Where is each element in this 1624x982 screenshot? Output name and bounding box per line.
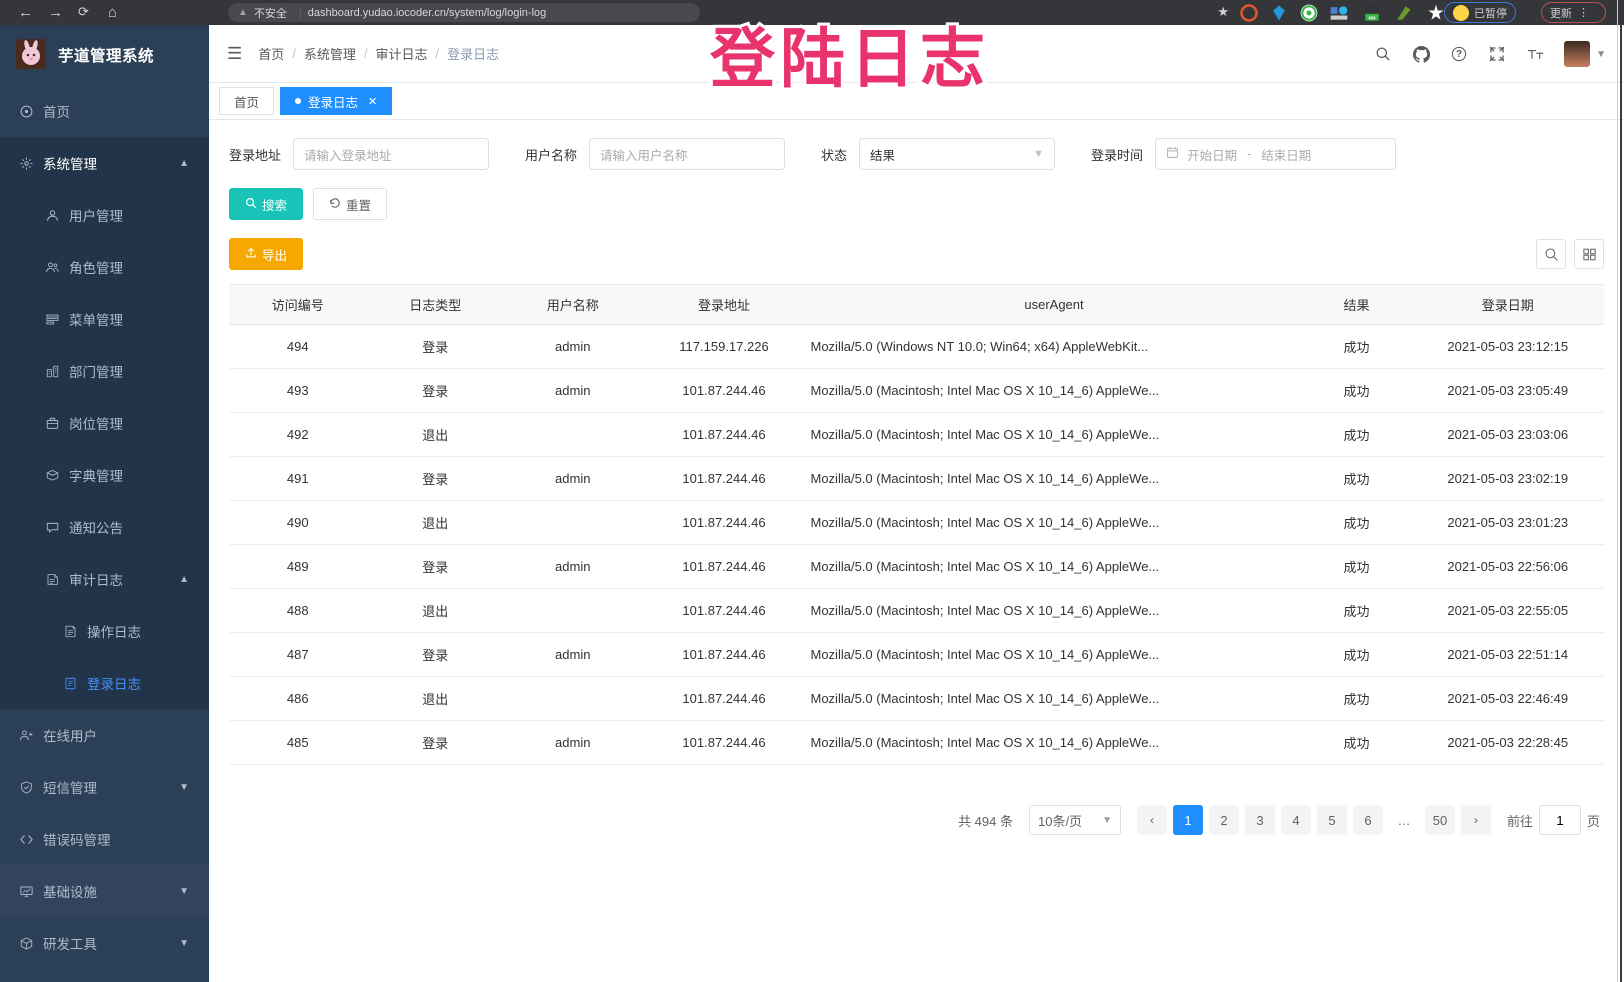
svg-text:on: on	[1368, 16, 1376, 22]
